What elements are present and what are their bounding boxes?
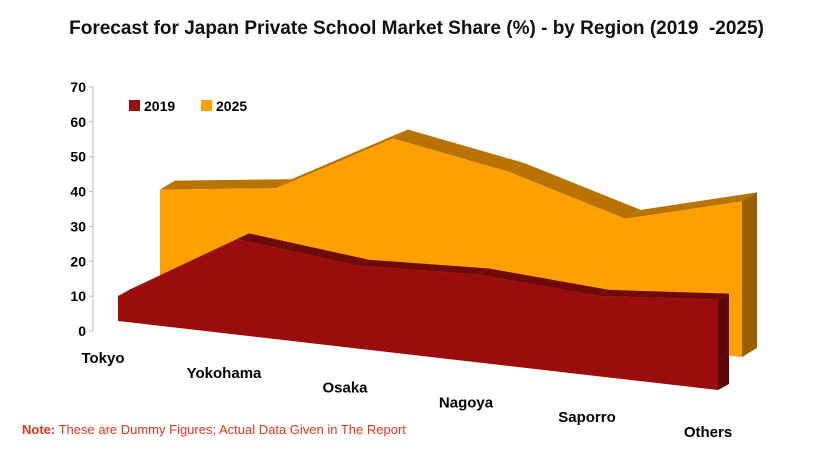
category-labels: Tokyo Yokohama Osaka Nagoya Saporro Others [81, 350, 732, 441]
series-2019-top-face [598, 289, 729, 300]
chart-title: Forecast for Japan Private School Market… [69, 18, 764, 39]
series-2019-top-face [118, 233, 249, 296]
note-text: These are Dummy Figures; Actual Data Giv… [55, 422, 406, 437]
series-2019-top-face [238, 233, 369, 266]
y-tick-label: 50 [70, 149, 86, 165]
series-2025-top-face [392, 129, 525, 172]
series-2019-top-face [478, 268, 609, 296]
category-label: Tokyo [81, 350, 124, 367]
series-2019-side-face [718, 293, 729, 390]
category-label: Saporro [558, 409, 616, 426]
series-2019-area [118, 239, 718, 390]
legend-swatch-2019 [129, 100, 140, 111]
y-tick-label: 10 [70, 288, 86, 304]
category-label: Yokohama [187, 365, 262, 382]
series-2019-top-face [358, 259, 489, 275]
series-2025-top-face [625, 192, 757, 219]
legend: 2019 2025 [129, 98, 247, 114]
y-tick-label: 30 [70, 218, 86, 234]
series-2025-top-face [276, 129, 408, 189]
y-axis: 0 10 20 30 40 50 60 70 [70, 79, 94, 339]
legend-label-2025: 2025 [216, 98, 247, 114]
series-areas [118, 129, 757, 390]
y-tick-label: 40 [70, 184, 86, 200]
category-label: Nagoya [439, 394, 494, 411]
note-label: Note: [22, 422, 56, 437]
footnote: Note: These are Dummy Figures; Actual Da… [22, 422, 406, 437]
y-tick-label: 20 [70, 253, 86, 269]
y-tick-label: 60 [70, 114, 86, 130]
category-label: Osaka [322, 380, 368, 397]
series-2025-top-face [160, 179, 292, 190]
legend-label-2019: 2019 [144, 98, 175, 114]
series-2025-top-face [509, 162, 641, 219]
y-tick-label: 70 [70, 79, 86, 95]
legend-swatch-2025 [201, 100, 212, 111]
y-tick-label: 0 [78, 323, 86, 339]
series-2025-side-face [742, 192, 757, 357]
category-label: Others [684, 424, 732, 441]
